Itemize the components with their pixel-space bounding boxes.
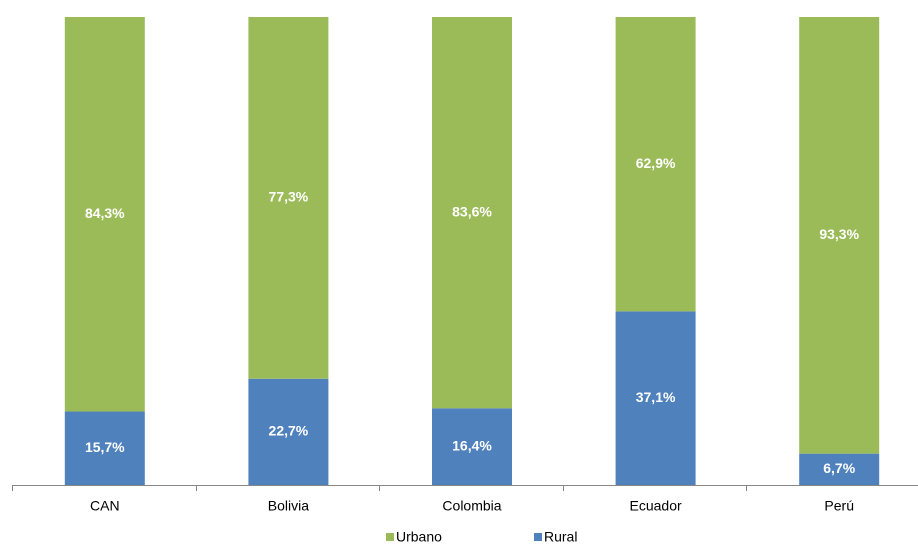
legend-label: Rural <box>544 529 577 545</box>
bar-segment <box>799 453 880 485</box>
bar-segment <box>615 17 696 312</box>
x-tick-label: Bolivia <box>268 498 309 514</box>
bar-segment <box>615 311 696 485</box>
value-label: 37,1% <box>636 389 676 405</box>
value-label: 77,3% <box>269 189 309 205</box>
x-tick-label: CAN <box>90 498 120 514</box>
bar-segment <box>248 378 329 485</box>
x-tick-label: Colombia <box>442 498 501 514</box>
value-label: 84,3% <box>85 205 125 221</box>
legend-label: Urbano <box>396 529 442 545</box>
value-label: 62,9% <box>636 155 676 171</box>
value-label: 16,4% <box>452 437 492 453</box>
bar-segment <box>799 17 880 454</box>
bar-segment <box>432 408 512 485</box>
value-label: 6,7% <box>823 460 855 476</box>
value-label: 22,7% <box>269 423 309 439</box>
value-label: 15,7% <box>85 439 125 455</box>
value-label: 93,3% <box>819 226 859 242</box>
bar-segment <box>64 411 145 485</box>
legend-swatch <box>386 533 394 541</box>
legend-swatch <box>534 533 542 541</box>
x-tick-label: Perú <box>824 498 854 514</box>
bar-segment <box>248 17 329 379</box>
value-label: 83,6% <box>452 203 492 219</box>
bar-segment <box>64 17 145 412</box>
x-tick-label: Ecuador <box>630 498 682 514</box>
bar-segment <box>432 17 512 409</box>
